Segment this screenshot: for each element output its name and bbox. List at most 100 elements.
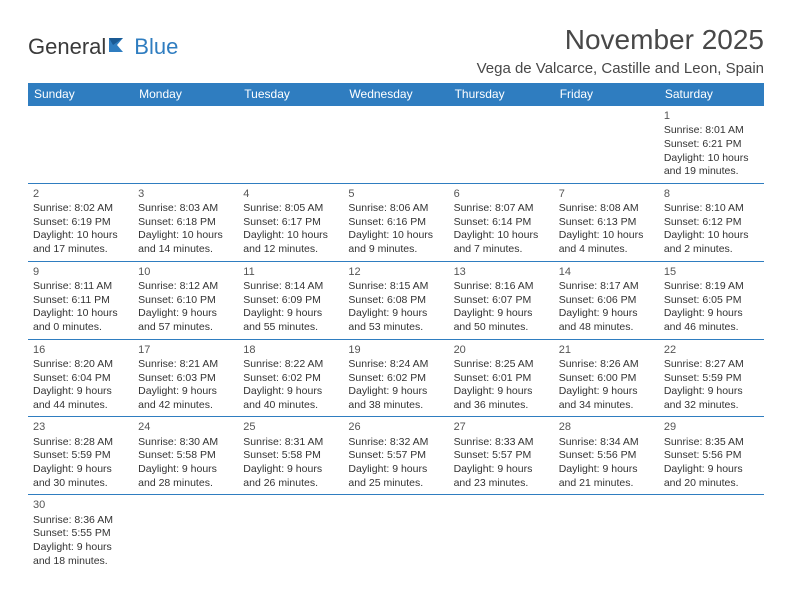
daylight-line: Daylight: 10 hours and 0 minutes. xyxy=(33,307,128,334)
day-number: 26 xyxy=(348,420,443,434)
sunset-line: Sunset: 6:10 PM xyxy=(138,294,233,308)
day-number: 12 xyxy=(348,265,443,279)
daylight-line: Daylight: 9 hours and 44 minutes. xyxy=(33,385,128,412)
sunset-line: Sunset: 6:08 PM xyxy=(348,294,443,308)
day-number: 21 xyxy=(559,343,654,357)
sunrise-line: Sunrise: 8:02 AM xyxy=(33,202,128,216)
daylight-line: Daylight: 9 hours and 36 minutes. xyxy=(454,385,549,412)
daylight-line: Daylight: 10 hours and 9 minutes. xyxy=(348,229,443,256)
day-cell: 27Sunrise: 8:33 AMSunset: 5:57 PMDayligh… xyxy=(449,417,554,495)
day-cell: 29Sunrise: 8:35 AMSunset: 5:56 PMDayligh… xyxy=(659,417,764,495)
day-cell: 13Sunrise: 8:16 AMSunset: 6:07 PMDayligh… xyxy=(449,261,554,339)
sunset-line: Sunset: 5:55 PM xyxy=(33,527,128,541)
day-cell xyxy=(343,106,448,184)
logo-text-2: Blue xyxy=(134,34,178,60)
sunrise-line: Sunrise: 8:30 AM xyxy=(138,436,233,450)
day-number: 1 xyxy=(664,109,759,123)
day-cell xyxy=(449,495,554,572)
sunrise-line: Sunrise: 8:05 AM xyxy=(243,202,338,216)
daylight-line: Daylight: 9 hours and 38 minutes. xyxy=(348,385,443,412)
sunset-line: Sunset: 6:02 PM xyxy=(243,372,338,386)
day-number: 18 xyxy=(243,343,338,357)
day-number: 4 xyxy=(243,187,338,201)
sunset-line: Sunset: 6:14 PM xyxy=(454,216,549,230)
week-row: 1Sunrise: 8:01 AMSunset: 6:21 PMDaylight… xyxy=(28,106,764,184)
day-cell: 9Sunrise: 8:11 AMSunset: 6:11 PMDaylight… xyxy=(28,261,133,339)
sunset-line: Sunset: 5:57 PM xyxy=(348,449,443,463)
sunset-line: Sunset: 6:05 PM xyxy=(664,294,759,308)
daylight-line: Daylight: 9 hours and 26 minutes. xyxy=(243,463,338,490)
day-cell: 20Sunrise: 8:25 AMSunset: 6:01 PMDayligh… xyxy=(449,339,554,417)
day-number: 8 xyxy=(664,187,759,201)
daylight-line: Daylight: 9 hours and 18 minutes. xyxy=(33,541,128,568)
sunset-line: Sunset: 5:59 PM xyxy=(664,372,759,386)
logo: General Blue xyxy=(28,34,178,60)
day-number: 2 xyxy=(33,187,128,201)
daylight-line: Daylight: 10 hours and 14 minutes. xyxy=(138,229,233,256)
day-cell: 8Sunrise: 8:10 AMSunset: 6:12 PMDaylight… xyxy=(659,183,764,261)
day-number: 5 xyxy=(348,187,443,201)
daylight-line: Daylight: 9 hours and 25 minutes. xyxy=(348,463,443,490)
daylight-line: Daylight: 10 hours and 12 minutes. xyxy=(243,229,338,256)
sunrise-line: Sunrise: 8:32 AM xyxy=(348,436,443,450)
calendar-head: SundayMondayTuesdayWednesdayThursdayFrid… xyxy=(28,83,764,106)
sunrise-line: Sunrise: 8:28 AM xyxy=(33,436,128,450)
week-row: 9Sunrise: 8:11 AMSunset: 6:11 PMDaylight… xyxy=(28,261,764,339)
sunset-line: Sunset: 6:09 PM xyxy=(243,294,338,308)
day-number: 16 xyxy=(33,343,128,357)
day-cell: 10Sunrise: 8:12 AMSunset: 6:10 PMDayligh… xyxy=(133,261,238,339)
week-row: 2Sunrise: 8:02 AMSunset: 6:19 PMDaylight… xyxy=(28,183,764,261)
day-cell: 21Sunrise: 8:26 AMSunset: 6:00 PMDayligh… xyxy=(554,339,659,417)
daylight-line: Daylight: 9 hours and 46 minutes. xyxy=(664,307,759,334)
sunset-line: Sunset: 6:16 PM xyxy=(348,216,443,230)
day-number: 30 xyxy=(33,498,128,512)
day-cell: 16Sunrise: 8:20 AMSunset: 6:04 PMDayligh… xyxy=(28,339,133,417)
header: General Blue November 2025 Vega de Valca… xyxy=(28,24,764,77)
sunrise-line: Sunrise: 8:25 AM xyxy=(454,358,549,372)
day-number: 27 xyxy=(454,420,549,434)
day-number: 15 xyxy=(664,265,759,279)
day-cell: 6Sunrise: 8:07 AMSunset: 6:14 PMDaylight… xyxy=(449,183,554,261)
dayname-monday: Monday xyxy=(133,83,238,106)
day-number: 17 xyxy=(138,343,233,357)
day-cell: 23Sunrise: 8:28 AMSunset: 5:59 PMDayligh… xyxy=(28,417,133,495)
day-cell: 5Sunrise: 8:06 AMSunset: 6:16 PMDaylight… xyxy=(343,183,448,261)
daylight-line: Daylight: 9 hours and 40 minutes. xyxy=(243,385,338,412)
day-number: 25 xyxy=(243,420,338,434)
day-cell: 2Sunrise: 8:02 AMSunset: 6:19 PMDaylight… xyxy=(28,183,133,261)
day-number: 9 xyxy=(33,265,128,279)
sunrise-line: Sunrise: 8:22 AM xyxy=(243,358,338,372)
day-cell xyxy=(133,106,238,184)
daylight-line: Daylight: 9 hours and 32 minutes. xyxy=(664,385,759,412)
daylight-line: Daylight: 9 hours and 42 minutes. xyxy=(138,385,233,412)
daylight-line: Daylight: 10 hours and 4 minutes. xyxy=(559,229,654,256)
logo-text-1: General xyxy=(28,34,106,60)
sunset-line: Sunset: 6:00 PM xyxy=(559,372,654,386)
sunrise-line: Sunrise: 8:03 AM xyxy=(138,202,233,216)
daylight-line: Daylight: 9 hours and 53 minutes. xyxy=(348,307,443,334)
sunrise-line: Sunrise: 8:06 AM xyxy=(348,202,443,216)
daylight-line: Daylight: 10 hours and 17 minutes. xyxy=(33,229,128,256)
sunrise-line: Sunrise: 8:24 AM xyxy=(348,358,443,372)
day-cell xyxy=(659,495,764,572)
dayname-friday: Friday xyxy=(554,83,659,106)
day-cell: 7Sunrise: 8:08 AMSunset: 6:13 PMDaylight… xyxy=(554,183,659,261)
sunset-line: Sunset: 6:17 PM xyxy=(243,216,338,230)
day-number: 10 xyxy=(138,265,233,279)
day-cell: 15Sunrise: 8:19 AMSunset: 6:05 PMDayligh… xyxy=(659,261,764,339)
day-number: 3 xyxy=(138,187,233,201)
sunset-line: Sunset: 6:03 PM xyxy=(138,372,233,386)
daylight-line: Daylight: 9 hours and 23 minutes. xyxy=(454,463,549,490)
day-cell: 19Sunrise: 8:24 AMSunset: 6:02 PMDayligh… xyxy=(343,339,448,417)
daylight-line: Daylight: 9 hours and 21 minutes. xyxy=(559,463,654,490)
day-number: 23 xyxy=(33,420,128,434)
sunset-line: Sunset: 6:11 PM xyxy=(33,294,128,308)
sunrise-line: Sunrise: 8:07 AM xyxy=(454,202,549,216)
daylight-line: Daylight: 9 hours and 48 minutes. xyxy=(559,307,654,334)
day-cell: 12Sunrise: 8:15 AMSunset: 6:08 PMDayligh… xyxy=(343,261,448,339)
day-cell: 22Sunrise: 8:27 AMSunset: 5:59 PMDayligh… xyxy=(659,339,764,417)
daylight-line: Daylight: 10 hours and 2 minutes. xyxy=(664,229,759,256)
day-number: 11 xyxy=(243,265,338,279)
day-cell xyxy=(238,106,343,184)
dayname-row: SundayMondayTuesdayWednesdayThursdayFrid… xyxy=(28,83,764,106)
